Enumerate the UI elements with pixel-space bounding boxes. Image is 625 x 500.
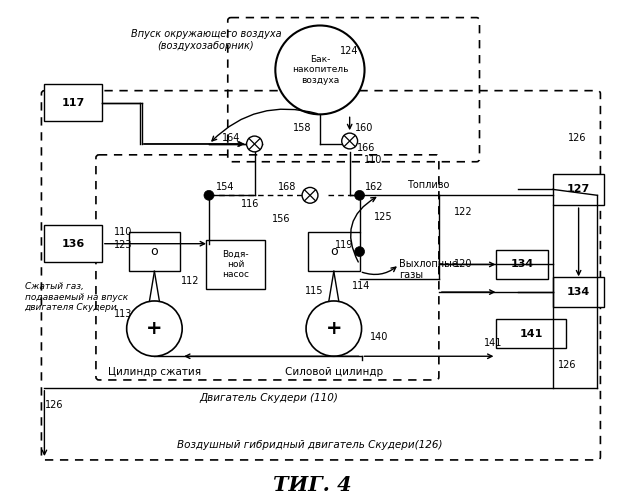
Text: 124: 124: [340, 46, 358, 56]
Circle shape: [342, 133, 357, 149]
Bar: [44, 225, 102, 262]
Text: 120: 120: [454, 260, 472, 270]
Text: 168: 168: [278, 182, 297, 192]
Text: Впуск окружающего воздуха
(воздухозаборник): Впуск окружающего воздуха (воздухозаборн…: [131, 30, 281, 51]
Circle shape: [204, 190, 214, 200]
Text: 125: 125: [374, 212, 393, 222]
Text: o: o: [151, 245, 158, 258]
Text: 141: 141: [519, 328, 542, 338]
Bar: [553, 278, 604, 307]
Circle shape: [354, 246, 364, 256]
Circle shape: [302, 188, 318, 203]
Text: 127: 127: [567, 184, 590, 194]
Bar: [496, 250, 548, 279]
Text: 160: 160: [354, 123, 373, 133]
Text: Бак-
накопитель
воздуха: Бак- накопитель воздуха: [292, 55, 348, 85]
Bar: [308, 232, 359, 272]
Circle shape: [276, 26, 364, 115]
Text: 136: 136: [61, 238, 85, 248]
Bar: [206, 240, 266, 289]
Bar: [496, 318, 566, 348]
Text: 117: 117: [61, 98, 85, 108]
Text: +: +: [146, 319, 162, 338]
Text: 164: 164: [222, 133, 240, 143]
Text: 115: 115: [305, 286, 324, 296]
Text: 112: 112: [181, 276, 199, 286]
Text: 113: 113: [114, 309, 132, 319]
Text: 134: 134: [511, 260, 534, 270]
Text: 140: 140: [369, 332, 388, 342]
Text: Топливо: Топливо: [407, 180, 449, 190]
Text: 123: 123: [114, 240, 132, 250]
Text: 110: 110: [364, 154, 382, 164]
Text: +: +: [326, 319, 342, 338]
Bar: [44, 84, 102, 122]
Text: 134: 134: [567, 287, 590, 297]
Text: Выхлопные
газы: Выхлопные газы: [399, 258, 458, 280]
Text: 114: 114: [352, 281, 370, 291]
Text: 119: 119: [335, 240, 353, 250]
Text: Цилиндр сжатия: Цилиндр сжатия: [108, 367, 201, 377]
Text: 126: 126: [46, 400, 64, 409]
Text: 126: 126: [568, 133, 586, 143]
Text: 166: 166: [357, 143, 375, 153]
Circle shape: [127, 301, 182, 356]
Text: 141: 141: [484, 338, 502, 348]
Text: o: o: [330, 245, 338, 258]
Text: 154: 154: [216, 182, 234, 192]
Text: Водя-
ной
насос: Водя- ной насос: [222, 250, 249, 280]
Text: Двигатель Скудери (110): Двигатель Скудери (110): [199, 392, 338, 402]
Text: ΤИГ. 4: ΤИГ. 4: [272, 474, 351, 494]
Bar: [553, 174, 604, 205]
Circle shape: [247, 136, 262, 152]
Circle shape: [306, 301, 361, 356]
Text: Воздушный гибридный двигатель Скудери(126): Воздушный гибридный двигатель Скудери(12…: [177, 440, 442, 450]
Text: Силовой цилиндр: Силовой цилиндр: [285, 367, 383, 377]
Text: 116: 116: [241, 199, 259, 209]
Circle shape: [354, 190, 364, 200]
Text: 158: 158: [293, 123, 312, 133]
Text: Сжатый газ,
подаваемый на впуск
двигателя Скудери: Сжатый газ, подаваемый на впуск двигател…: [24, 282, 127, 312]
Text: 162: 162: [364, 182, 383, 192]
Bar: [129, 232, 180, 272]
Text: 122: 122: [454, 207, 472, 217]
Text: 110: 110: [114, 227, 132, 237]
Text: 126: 126: [558, 360, 576, 370]
Text: 156: 156: [272, 214, 291, 224]
